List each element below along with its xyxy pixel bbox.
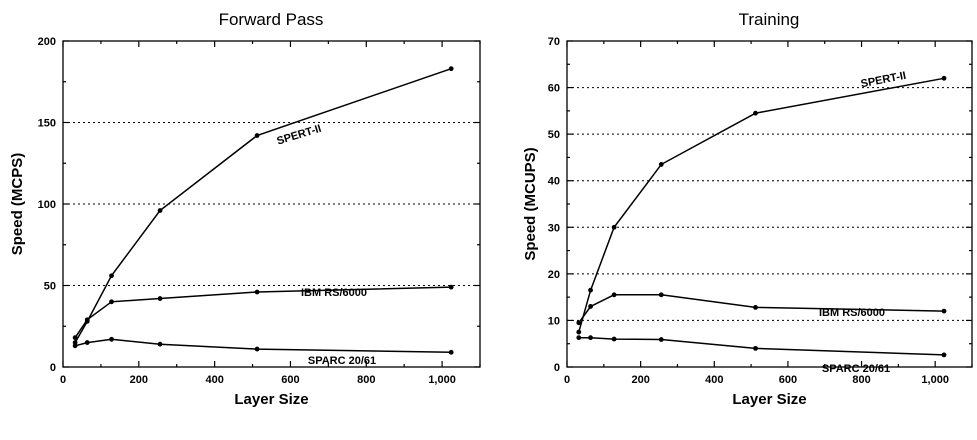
series-line-0 — [74, 67, 452, 343]
plot-frame — [566, 40, 973, 368]
data-point — [588, 287, 593, 293]
series-label: SPARC 20/61 — [308, 355, 376, 367]
x-tick-label: 400 — [205, 374, 223, 386]
data-point — [576, 329, 582, 335]
data-point — [84, 340, 90, 345]
data-point — [448, 66, 454, 72]
data-point — [753, 110, 758, 116]
data-point — [941, 308, 947, 314]
chart-panel-0: Forward Pass 0 50 100 150 200 0 200 400 600 800 1,0… — [9, 10, 481, 408]
data-point — [588, 335, 593, 341]
data-point — [72, 343, 78, 349]
data-point — [753, 304, 758, 310]
x-tick-label: 0 — [60, 374, 66, 386]
y-tick-label: 20 — [548, 269, 560, 281]
data-point — [576, 320, 582, 326]
series-line-1 — [578, 294, 945, 324]
data-point — [109, 299, 114, 305]
data-point — [109, 273, 114, 279]
y-tick-label: 70 — [548, 36, 560, 48]
series-label: SPARC 20/61 — [822, 363, 890, 375]
y-tick-label: 10 — [548, 315, 560, 327]
data-point — [576, 335, 582, 341]
data-point — [84, 317, 90, 323]
chart-title: Training — [739, 10, 800, 29]
y-tick-label: 0 — [50, 362, 56, 374]
chart-panel-1: Training 0 10 20 30 40 50 60 70 0 200 400 600 800 1,00… — [522, 10, 973, 408]
data-point — [72, 335, 78, 341]
plot-frame — [62, 40, 481, 368]
y-tick-label: 50 — [44, 281, 56, 293]
data-point — [941, 352, 947, 358]
data-point — [448, 284, 454, 290]
x-tick-label: 200 — [130, 374, 148, 386]
data-point — [588, 304, 593, 309]
series-line-0 — [578, 77, 945, 333]
data-point — [448, 349, 454, 355]
data-point — [157, 341, 163, 347]
y-tick-label: 150 — [38, 118, 56, 130]
y-tick-label: 40 — [548, 176, 560, 188]
data-point — [611, 224, 617, 230]
y-tick-label: 100 — [38, 199, 56, 211]
chart-title: Forward Pass — [219, 10, 324, 29]
x-tick-label: 800 — [357, 374, 375, 386]
y-tick-label: 200 — [38, 36, 56, 48]
data-point — [658, 337, 664, 342]
x-tick-label: 200 — [631, 374, 649, 386]
data-point — [611, 336, 617, 342]
x-tick-label: 1,000 — [921, 374, 949, 386]
data-point — [658, 292, 664, 298]
y-tick-label: 50 — [548, 129, 560, 141]
y-axis-label: Speed (MCUPS) — [522, 147, 539, 260]
data-point — [109, 336, 114, 342]
data-point — [254, 133, 260, 138]
x-axis-label: Layer Size — [234, 391, 308, 408]
data-point — [254, 289, 260, 295]
x-tick-label: 800 — [852, 374, 870, 386]
y-tick-label: 0 — [554, 362, 560, 374]
series-line-2 — [578, 336, 945, 356]
data-point — [254, 346, 260, 352]
data-point — [941, 75, 947, 81]
data-point — [658, 162, 664, 167]
data-point — [611, 292, 617, 298]
data-point — [157, 208, 163, 213]
data-point — [753, 345, 758, 351]
y-tick-label: 60 — [548, 83, 560, 95]
x-tick-label: 1,000 — [428, 374, 456, 386]
y-axis-label: Speed (MCPS) — [9, 153, 26, 256]
x-tick-label: 600 — [281, 374, 299, 386]
series-line-2 — [74, 338, 452, 354]
x-tick-label: 400 — [705, 374, 723, 386]
series-line-1 — [74, 286, 452, 339]
series-label: IBM RS/6000 — [301, 287, 367, 299]
y-tick-label: 30 — [548, 222, 560, 234]
x-axis-label: Layer Size — [732, 391, 806, 408]
x-tick-label: 600 — [779, 374, 797, 386]
data-point — [157, 296, 163, 301]
series-label: IBM RS/6000 — [819, 307, 885, 319]
x-tick-label: 0 — [564, 374, 570, 386]
